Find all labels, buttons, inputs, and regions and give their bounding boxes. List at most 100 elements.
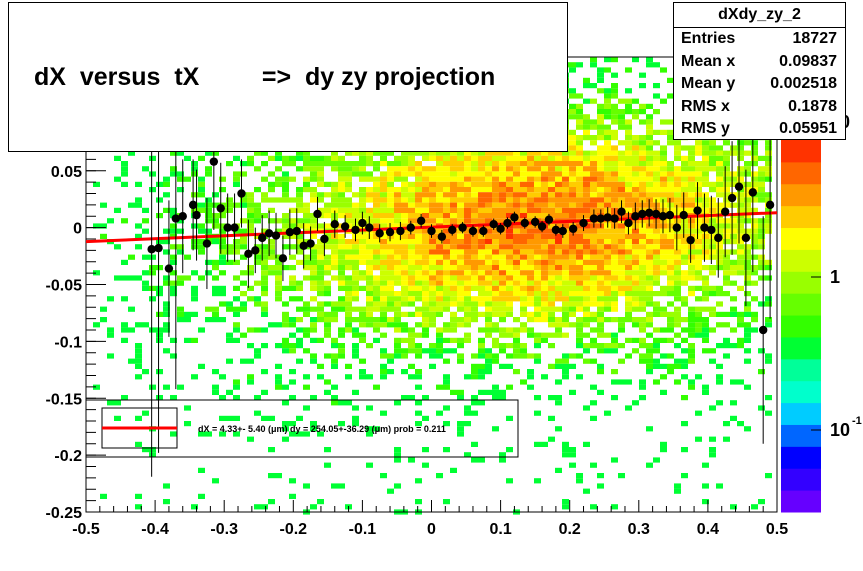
heatmap-cell [324,254,331,260]
heatmap-cell [681,254,688,260]
heatmap-cell [457,395,464,401]
heatmap-cell [723,265,730,271]
heatmap-cell [338,192,345,198]
heatmap-cell [310,504,317,510]
heatmap-cell [646,343,653,349]
heatmap-cell [450,275,457,281]
heatmap-cell [135,322,142,328]
heatmap-cell [765,317,772,323]
heatmap-cell [450,171,457,177]
heatmap-cell [303,301,310,307]
heatmap-cell [415,296,422,302]
heatmap-cell [667,161,674,167]
heatmap-cell [212,192,219,198]
heatmap-cell [303,348,310,354]
heatmap-cell [457,213,464,219]
heatmap-cell [317,311,324,317]
heatmap-cell [212,384,219,390]
heatmap-cell [618,285,625,291]
heatmap-cell [373,254,380,260]
heatmap-cell [373,426,380,432]
heatmap-cell [639,353,646,359]
heatmap-cell [653,244,660,250]
heatmap-cell [604,114,611,120]
heatmap-cell [422,239,429,245]
heatmap-cell [653,379,660,385]
heatmap-cell [436,176,443,182]
heatmap-cell [604,332,611,338]
heatmap-cell [359,239,366,245]
heatmap-cell [513,187,520,193]
heatmap-cell [352,327,359,333]
heatmap-cell [576,343,583,349]
profile-point [644,208,654,218]
heatmap-cell [632,254,639,260]
heatmap-cell [289,478,296,484]
heatmap-cell [527,291,534,297]
heatmap-cell [457,421,464,427]
heatmap-cell [429,218,436,224]
heatmap-cell [499,187,506,193]
heatmap-cell [415,348,422,354]
heatmap-cell [352,270,359,276]
profile-point [727,193,737,203]
heatmap-cell [177,187,184,193]
heatmap-cell [254,259,261,265]
heatmap-cell [310,223,317,229]
heatmap-cell [527,223,534,229]
heatmap-cell [303,218,310,224]
heatmap-cell [352,207,359,213]
heatmap-cell [513,348,520,354]
heatmap-cell [639,239,646,245]
heatmap-cell [695,161,702,167]
heatmap-cell [338,280,345,286]
heatmap-cell [527,244,534,250]
heatmap-cell [660,228,667,234]
heatmap-cell [478,150,485,156]
heatmap-cell [415,280,422,286]
heatmap-cell [541,197,548,203]
heatmap-cell [464,280,471,286]
heatmap-cell [702,291,709,297]
heatmap-cell [457,353,464,359]
heatmap-cell [212,223,219,229]
heatmap-cell [744,150,751,156]
heatmap-cell [513,259,520,265]
heatmap-cell [184,317,191,323]
heatmap-cell [205,207,212,213]
heatmap-cell [464,171,471,177]
heatmap-cell [583,265,590,271]
heatmap-cell [527,233,534,239]
heatmap-cell [646,192,653,198]
heatmap-cell [408,291,415,297]
heatmap-cell [492,358,499,364]
heatmap-cell [674,379,681,385]
heatmap-cell [758,223,765,229]
heatmap-cell [408,244,415,250]
heatmap-cell [373,213,380,219]
stats-label: Mean y [681,75,736,92]
heatmap-cell [506,285,513,291]
heatmap-cell [653,363,660,369]
heatmap-cell [436,410,443,416]
heatmap-cell [450,181,457,187]
heatmap-cell [765,218,772,224]
heatmap-cell [387,254,394,260]
heatmap-cell [562,280,569,286]
heatmap-cell [702,317,709,323]
heatmap-cell [422,462,429,468]
heatmap-cell [478,213,485,219]
heatmap-cell [352,332,359,338]
heatmap-cell [520,213,527,219]
heatmap-cell [436,181,443,187]
heatmap-cell [142,228,149,234]
heatmap-cell [562,192,569,198]
profile-point [679,210,688,220]
heatmap-cell [716,187,723,193]
heatmap-cell [569,301,576,307]
heatmap-cell [737,239,744,245]
heatmap-cell [373,176,380,182]
heatmap-cell [618,98,625,104]
heatmap-cell [632,171,639,177]
heatmap-cell [233,322,240,328]
